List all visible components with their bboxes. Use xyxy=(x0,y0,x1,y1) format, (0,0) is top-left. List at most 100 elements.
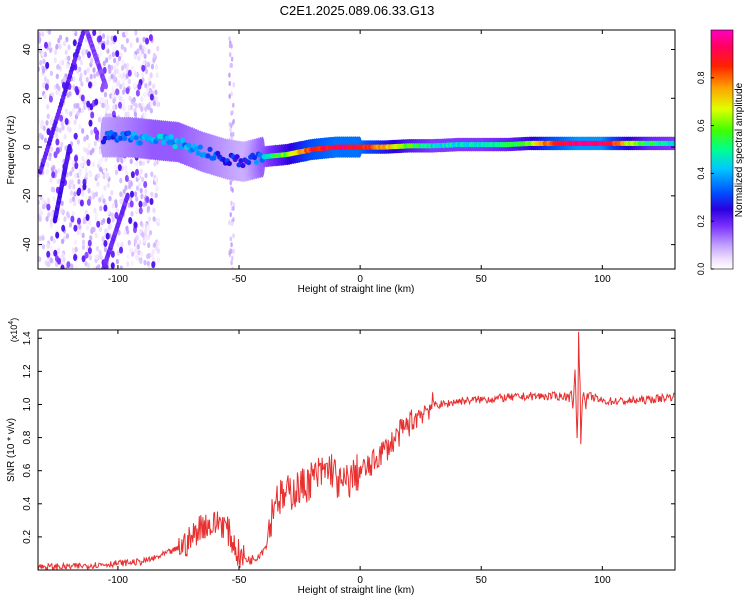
noise-speckle xyxy=(116,241,120,248)
noise-speckle xyxy=(153,161,157,167)
noise-speckle xyxy=(139,44,143,51)
snr-panel: -100 -50 0 50 100 0.2 0.4 0.6 0.8 1.0 1.2 1.4 Heig… xyxy=(6,318,676,596)
noise-speckle xyxy=(91,147,95,154)
noise-blob xyxy=(64,118,69,125)
noise-speckle xyxy=(91,161,95,168)
snr-frame xyxy=(37,329,676,571)
noise-blob xyxy=(130,171,135,179)
ridge-core xyxy=(133,135,139,141)
noise-speckle xyxy=(84,166,88,173)
noise-speckle xyxy=(78,229,82,235)
noise-speckle xyxy=(111,203,115,209)
ridge-core xyxy=(186,142,192,148)
noise-speckle xyxy=(125,225,129,232)
ridge-core xyxy=(126,130,132,136)
noise-blob xyxy=(102,66,107,74)
y-tick-label: 0.4 xyxy=(22,496,33,510)
noise-speckle xyxy=(124,30,128,37)
noise-speckle xyxy=(45,216,49,222)
noise-band xyxy=(229,127,232,133)
noise-speckle xyxy=(105,57,109,63)
noise-blob xyxy=(73,132,78,140)
x-tick-label: -100 xyxy=(108,274,128,285)
noise-speckle xyxy=(50,186,54,193)
noise-speckle xyxy=(151,257,155,263)
noise-speckle xyxy=(120,158,124,164)
noise-blob xyxy=(105,232,110,240)
noise-speckle xyxy=(78,66,82,73)
noise-speckle xyxy=(80,81,84,87)
noise-speckle xyxy=(109,223,113,230)
noise-speckle xyxy=(81,232,85,239)
noise-speckle xyxy=(117,229,121,236)
noise-speckle xyxy=(104,228,108,234)
noise-speckle xyxy=(96,46,100,52)
noise-speckle xyxy=(103,246,107,253)
noise-speckle xyxy=(110,190,114,196)
noise-speckle xyxy=(126,253,130,260)
noise-speckle xyxy=(119,265,123,269)
noise-speckle xyxy=(99,205,103,212)
noise-speckle xyxy=(59,91,63,97)
noise-blob xyxy=(86,159,91,167)
noise-speckle xyxy=(148,230,153,236)
noise-speckle xyxy=(149,107,153,114)
noise-speckle xyxy=(149,30,153,33)
noise-speckle xyxy=(116,80,121,86)
noise-speckle xyxy=(38,132,43,139)
noise-speckle xyxy=(139,220,143,227)
noise-speckle xyxy=(85,148,89,154)
noise-speckle xyxy=(141,232,145,238)
noise-speckle xyxy=(71,196,75,202)
noise-speckle xyxy=(138,228,142,235)
y-tick-label: 1.2 xyxy=(22,364,33,378)
noise-speckle xyxy=(45,120,49,126)
noise-speckle xyxy=(154,176,158,183)
noise-speckle xyxy=(69,170,73,177)
noise-speckle xyxy=(121,59,125,66)
noise-speckle xyxy=(135,196,139,202)
noise-speckle xyxy=(50,166,55,173)
noise-speckle xyxy=(123,46,127,53)
noise-speckle xyxy=(83,69,87,76)
noise-speckle xyxy=(102,60,106,67)
noise-speckle xyxy=(148,80,152,86)
noise-speckle xyxy=(81,244,86,250)
noise-blob xyxy=(59,114,64,122)
noise-speckle xyxy=(128,183,132,190)
y-tick-label: 20 xyxy=(22,92,33,104)
noise-speckle xyxy=(40,120,44,126)
noise-blob xyxy=(118,101,122,109)
noise-speckle xyxy=(97,117,102,123)
noise-speckle xyxy=(116,156,120,163)
noise-blob xyxy=(135,168,139,176)
noise-band xyxy=(232,217,235,223)
noise-speckle xyxy=(46,104,50,110)
noise-speckle xyxy=(138,160,143,166)
noise-blob xyxy=(145,196,150,204)
noise-speckle xyxy=(90,57,94,64)
noise-speckle xyxy=(78,76,83,83)
noise-speckle xyxy=(63,76,67,82)
noise-speckle xyxy=(119,83,123,90)
noise-speckle xyxy=(138,239,142,246)
noise-speckle xyxy=(157,218,161,224)
noise-speckle xyxy=(138,181,142,188)
noise-blob xyxy=(61,224,66,232)
noise-blob xyxy=(77,187,82,195)
noise-speckle xyxy=(94,144,98,151)
noise-blob xyxy=(145,37,149,45)
noise-speckle xyxy=(48,41,52,48)
noise-speckle xyxy=(69,111,73,117)
noise-blob xyxy=(114,212,119,219)
noise-speckle xyxy=(41,51,45,57)
noise-speckle xyxy=(135,37,139,43)
ridge-core xyxy=(108,130,114,136)
noise-speckle xyxy=(121,81,125,88)
noise-speckle xyxy=(73,119,77,125)
ridge-core xyxy=(168,134,174,140)
noise-blob xyxy=(55,138,60,146)
x-tick-label: 100 xyxy=(594,575,611,586)
noise-speckle xyxy=(41,31,45,37)
noise-speckle xyxy=(85,224,89,231)
